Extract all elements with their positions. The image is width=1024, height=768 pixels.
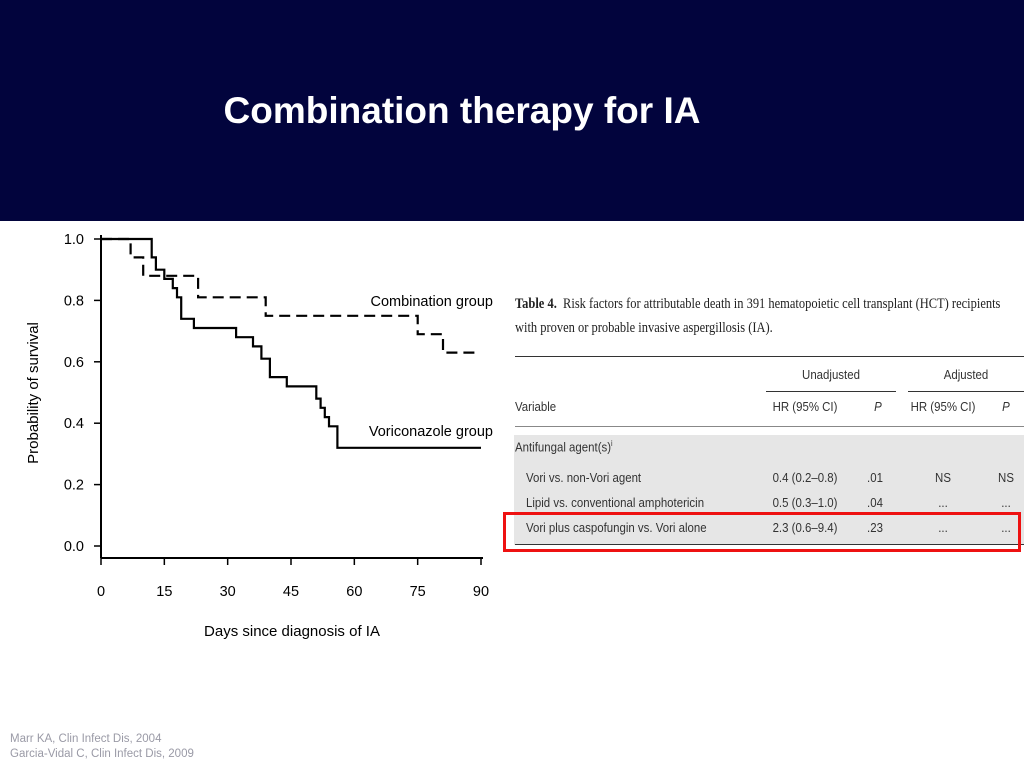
table-bottom-rule (515, 544, 1024, 545)
x-axis-label: Days since diagnosis of IA (204, 623, 380, 640)
reference-1: Marr KA, Clin Infect Dis, 2004 (10, 733, 162, 745)
y-tick-label: 0.8 (64, 293, 84, 309)
survival-chart: 0.0 0.2 0.4 0.6 0.8 1.0 0 15 30 45 60 75 90 Days sinc… (25, 232, 493, 640)
row-3-p-adjusted: ... (1001, 520, 1011, 535)
table-caption: Table 4. Risk factors for attributable d… (515, 292, 1000, 340)
row-1-hr-adjusted: NS (935, 470, 951, 485)
row-2-p-adjusted: ... (1001, 495, 1011, 510)
x-tick-label: 45 (283, 584, 299, 600)
row-2-variable: Lipid vs. conventional amphotericin (526, 495, 705, 510)
group-header-unadjusted: Unadjusted (802, 367, 860, 382)
highlight-box (503, 512, 1021, 552)
row-2-hr-unadjusted: 0.5 (0.3–1.0) (772, 495, 838, 510)
y-axis-label: Probability of survival (25, 322, 42, 464)
x-tick-label: 15 (156, 584, 172, 600)
references: Marr KA, Clin Infect Dis, 2004 Garcia-Vi… (10, 732, 194, 762)
survival-chart-panel: 0.0 0.2 0.4 0.6 0.8 1.0 0 15 30 45 60 75 90 Days sinc… (0, 221, 496, 651)
row-3-variable: Vori plus caspofungin vs. Vori alone (526, 520, 707, 535)
row-3-hr-unadjusted: 2.3 (0.6–9.4) (772, 520, 838, 535)
row-2-hr-adjusted: ... (938, 495, 948, 510)
table-caption-line2: with proven or probable invasive aspergi… (515, 320, 773, 336)
row-2-p-unadjusted: .04 (867, 495, 883, 510)
header-bottom-rule (515, 426, 1024, 427)
table-caption-prefix: Table 4. (515, 296, 557, 312)
y-tick-label: 0.0 (64, 539, 84, 555)
combination-group-line (101, 237, 477, 354)
row-1-hr-unadjusted: 0.4 (0.2–0.8) (772, 470, 838, 485)
y-tick-label: 1.0 (64, 232, 84, 248)
row-1-variable: Vori vs. non-Vori agent (526, 470, 642, 485)
row-3-hr-adjusted: ... (938, 520, 948, 535)
voriconazole-group-line (101, 237, 481, 449)
x-tick-label: 30 (220, 584, 236, 600)
x-tick-label: 60 (346, 584, 362, 600)
adjusted-rule (908, 391, 1024, 392)
x-tick-label: 90 (473, 584, 489, 600)
x-tick-label: 75 (410, 584, 426, 600)
unadjusted-rule (766, 391, 896, 392)
y-tick-label: 0.6 (64, 355, 84, 371)
column-header-variable: Variable (515, 399, 557, 414)
title-bar: Combination therapy for IA (0, 0, 1024, 221)
column-header-hr-adjusted: HR (95% CI) (910, 399, 976, 414)
column-header-p-adjusted: P (1002, 399, 1010, 414)
table-caption-text: Risk factors for attributable death in 3… (563, 296, 1001, 312)
slide-title: Combination therapy for IA (223, 90, 701, 131)
row-1-p-adjusted: NS (998, 470, 1014, 485)
x-tick-label: 0 (97, 584, 105, 600)
reference-2: Garcia-Vidal C, Clin Infect Dis, 2009 (10, 748, 194, 760)
column-header-p-unadjusted: P (874, 399, 882, 414)
row-3-p-unadjusted: .23 (867, 520, 883, 535)
y-tick-label: 0.4 (64, 416, 84, 432)
column-header-hr-unadjusted: HR (95% CI) (772, 399, 838, 414)
table-top-rule (515, 356, 1024, 357)
table-body-shade (514, 435, 1024, 545)
risk-factor-table: Table 4. Risk factors for attributable d… (508, 285, 1024, 555)
section-footnote-mark: i (611, 439, 613, 448)
y-tick-label: 0.2 (64, 478, 84, 494)
series-label-combination: Combination group (370, 294, 493, 310)
series-label-voriconazole: Voriconazole group (369, 424, 493, 440)
row-1-p-unadjusted: .01 (867, 470, 883, 485)
section-label: Antifungal agent(s)i (515, 439, 613, 455)
group-header-adjusted: Adjusted (943, 367, 989, 382)
